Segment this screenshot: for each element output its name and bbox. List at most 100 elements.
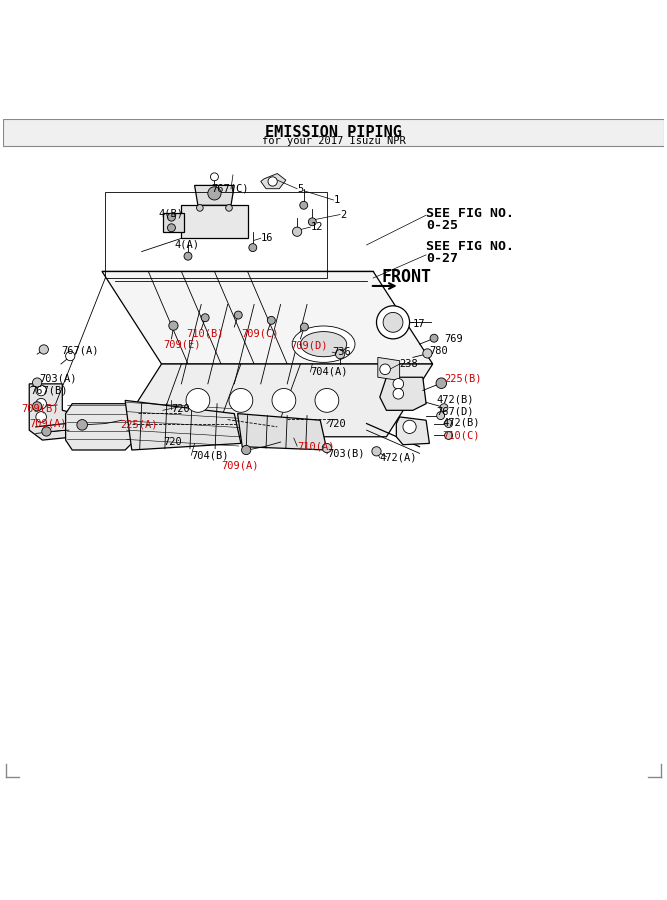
Circle shape bbox=[383, 312, 403, 332]
Text: 710(B): 710(B) bbox=[187, 328, 224, 338]
Circle shape bbox=[393, 379, 404, 389]
Text: 2: 2 bbox=[340, 210, 346, 220]
Circle shape bbox=[65, 351, 75, 361]
Text: 472(B): 472(B) bbox=[443, 418, 480, 428]
Text: 709(D): 709(D) bbox=[291, 340, 328, 350]
Text: 472(B): 472(B) bbox=[436, 395, 474, 405]
Circle shape bbox=[403, 420, 416, 434]
Polygon shape bbox=[237, 414, 327, 450]
Polygon shape bbox=[115, 364, 433, 436]
Circle shape bbox=[272, 389, 295, 412]
Circle shape bbox=[167, 224, 175, 231]
Text: 767(D): 767(D) bbox=[436, 407, 474, 417]
Circle shape bbox=[336, 349, 345, 359]
Circle shape bbox=[380, 364, 390, 374]
Text: SEE FIG NO.: SEE FIG NO. bbox=[426, 207, 514, 220]
Text: 704(B): 704(B) bbox=[191, 450, 229, 460]
Text: SEE FIG NO.: SEE FIG NO. bbox=[426, 239, 514, 253]
Circle shape bbox=[208, 186, 221, 200]
Circle shape bbox=[440, 404, 448, 411]
Text: 12: 12 bbox=[310, 222, 323, 232]
Text: 767(A): 767(A) bbox=[61, 346, 99, 356]
Circle shape bbox=[197, 204, 203, 212]
Circle shape bbox=[201, 314, 209, 321]
Polygon shape bbox=[261, 174, 286, 189]
Circle shape bbox=[167, 213, 175, 221]
Circle shape bbox=[376, 306, 410, 339]
Text: 238: 238 bbox=[400, 359, 418, 369]
Text: 720: 720 bbox=[171, 404, 190, 414]
Text: 703(A): 703(A) bbox=[39, 374, 77, 383]
Circle shape bbox=[39, 345, 49, 354]
Text: 720: 720 bbox=[163, 437, 181, 447]
Circle shape bbox=[445, 419, 453, 428]
Text: 709(A): 709(A) bbox=[221, 461, 259, 471]
Polygon shape bbox=[396, 417, 430, 445]
Text: 767(B): 767(B) bbox=[31, 385, 68, 395]
Circle shape bbox=[229, 389, 253, 412]
Circle shape bbox=[299, 202, 307, 209]
Bar bbox=[3, 120, 664, 146]
Text: 710(C): 710(C) bbox=[443, 430, 480, 440]
Text: 472(A): 472(A) bbox=[380, 453, 418, 463]
Polygon shape bbox=[65, 404, 132, 450]
Polygon shape bbox=[125, 400, 241, 450]
Circle shape bbox=[308, 218, 316, 226]
Circle shape bbox=[436, 378, 447, 389]
Text: 0-27: 0-27 bbox=[426, 252, 458, 265]
Circle shape bbox=[184, 252, 192, 260]
Text: for your 2017 Isuzu NPR: for your 2017 Isuzu NPR bbox=[261, 136, 406, 146]
Circle shape bbox=[42, 427, 51, 436]
Text: 709(B): 709(B) bbox=[21, 404, 59, 414]
Text: 225(A): 225(A) bbox=[121, 420, 158, 430]
Circle shape bbox=[36, 411, 47, 422]
Text: 1: 1 bbox=[334, 195, 340, 205]
Polygon shape bbox=[181, 205, 247, 239]
Polygon shape bbox=[29, 384, 75, 440]
Text: 709(C): 709(C) bbox=[241, 328, 278, 338]
Text: 17: 17 bbox=[413, 320, 426, 329]
Circle shape bbox=[249, 244, 257, 252]
Circle shape bbox=[36, 385, 47, 396]
Circle shape bbox=[211, 173, 218, 181]
Circle shape bbox=[234, 311, 242, 319]
Polygon shape bbox=[378, 357, 400, 381]
Circle shape bbox=[169, 321, 178, 330]
Circle shape bbox=[267, 317, 275, 324]
Text: 4(B): 4(B) bbox=[158, 208, 183, 218]
Circle shape bbox=[33, 401, 42, 411]
Circle shape bbox=[322, 444, 331, 453]
Circle shape bbox=[268, 176, 277, 186]
Text: 736: 736 bbox=[332, 347, 351, 357]
Circle shape bbox=[393, 389, 404, 399]
Polygon shape bbox=[102, 272, 433, 364]
Text: 767(C): 767(C) bbox=[211, 184, 249, 194]
Text: 769: 769 bbox=[445, 334, 464, 344]
Circle shape bbox=[293, 227, 301, 237]
Text: 709(E): 709(E) bbox=[163, 339, 200, 349]
Polygon shape bbox=[195, 185, 234, 205]
Text: 16: 16 bbox=[261, 233, 273, 243]
Text: 703(B): 703(B) bbox=[327, 449, 364, 459]
Circle shape bbox=[241, 446, 251, 454]
Text: 704(A): 704(A) bbox=[310, 367, 348, 377]
Circle shape bbox=[33, 378, 42, 387]
Text: 720: 720 bbox=[327, 418, 346, 428]
Circle shape bbox=[445, 431, 453, 439]
Polygon shape bbox=[163, 213, 184, 231]
Circle shape bbox=[225, 204, 232, 212]
Ellipse shape bbox=[292, 326, 355, 363]
Polygon shape bbox=[380, 377, 426, 410]
Text: 4(A): 4(A) bbox=[175, 240, 199, 250]
Circle shape bbox=[77, 419, 87, 430]
Circle shape bbox=[315, 389, 339, 412]
Text: 780: 780 bbox=[430, 346, 448, 356]
Polygon shape bbox=[175, 304, 406, 384]
Circle shape bbox=[430, 334, 438, 342]
Circle shape bbox=[186, 389, 210, 412]
Text: EMISSION PIPING: EMISSION PIPING bbox=[265, 125, 402, 140]
Circle shape bbox=[372, 446, 381, 456]
Text: 709(A): 709(A) bbox=[29, 418, 67, 428]
Circle shape bbox=[437, 411, 445, 419]
Ellipse shape bbox=[300, 331, 347, 356]
